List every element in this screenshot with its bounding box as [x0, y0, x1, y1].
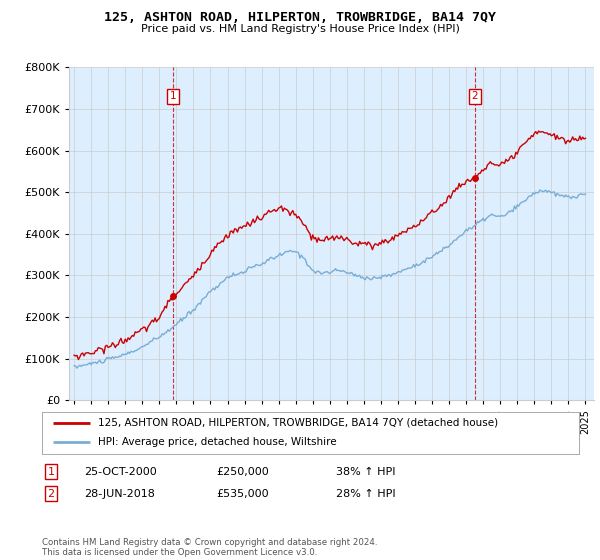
- Text: 28% ↑ HPI: 28% ↑ HPI: [336, 489, 395, 499]
- Text: Contains HM Land Registry data © Crown copyright and database right 2024.
This d: Contains HM Land Registry data © Crown c…: [42, 538, 377, 557]
- Text: 125, ASHTON ROAD, HILPERTON, TROWBRIDGE, BA14 7QY: 125, ASHTON ROAD, HILPERTON, TROWBRIDGE,…: [104, 11, 496, 24]
- Text: 28-JUN-2018: 28-JUN-2018: [84, 489, 155, 499]
- Text: 2: 2: [47, 489, 55, 499]
- Text: 25-OCT-2000: 25-OCT-2000: [84, 466, 157, 477]
- Text: Price paid vs. HM Land Registry's House Price Index (HPI): Price paid vs. HM Land Registry's House …: [140, 24, 460, 34]
- Text: 1: 1: [170, 91, 176, 101]
- Text: £250,000: £250,000: [216, 466, 269, 477]
- Text: 125, ASHTON ROAD, HILPERTON, TROWBRIDGE, BA14 7QY (detached house): 125, ASHTON ROAD, HILPERTON, TROWBRIDGE,…: [98, 418, 499, 428]
- Text: 1: 1: [47, 466, 55, 477]
- Text: £535,000: £535,000: [216, 489, 269, 499]
- Text: 2: 2: [472, 91, 478, 101]
- Text: HPI: Average price, detached house, Wiltshire: HPI: Average price, detached house, Wilt…: [98, 437, 337, 447]
- Text: 38% ↑ HPI: 38% ↑ HPI: [336, 466, 395, 477]
